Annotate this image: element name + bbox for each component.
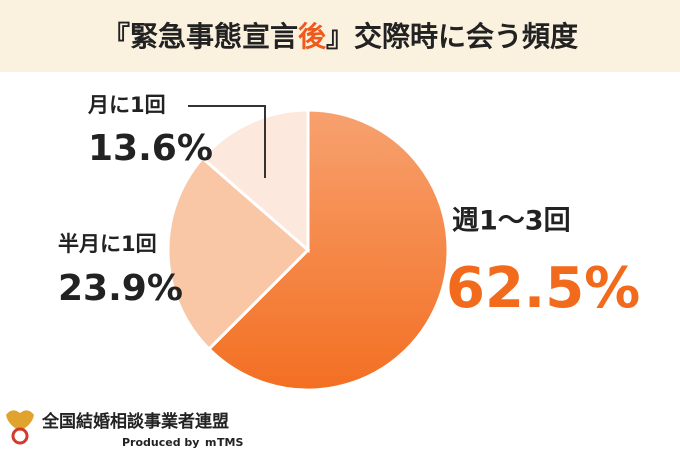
value-label: 23.9% <box>58 268 183 309</box>
leader-line <box>188 105 266 178</box>
value-label: 62.5% <box>446 256 640 321</box>
title-highlight: 後 <box>298 20 327 53</box>
pie-slice <box>200 108 310 254</box>
value-label: 13.6% <box>88 128 213 169</box>
brand-icon: m <box>205 436 216 449</box>
title-part: 『緊急事態宣言 <box>102 20 298 53</box>
footer-logo <box>6 410 34 445</box>
header-band <box>0 0 680 72</box>
brand: TMS <box>217 436 243 449</box>
produced-by: Produced by <box>122 436 199 449</box>
pie-slice <box>166 155 311 352</box>
chart-title: 『緊急事態宣言後』交際時に会う頻度 <box>102 20 578 53</box>
category-label: 週1〜3回 <box>452 206 571 237</box>
title-part: 』交際時に会う頻度 <box>326 20 578 53</box>
pie <box>166 108 450 392</box>
category-label: 月に1回 <box>87 93 166 117</box>
slice-shine <box>209 110 448 391</box>
category-label: 半月に1回 <box>58 232 157 256</box>
organization: 全国結婚相談事業者連盟 <box>41 411 229 432</box>
